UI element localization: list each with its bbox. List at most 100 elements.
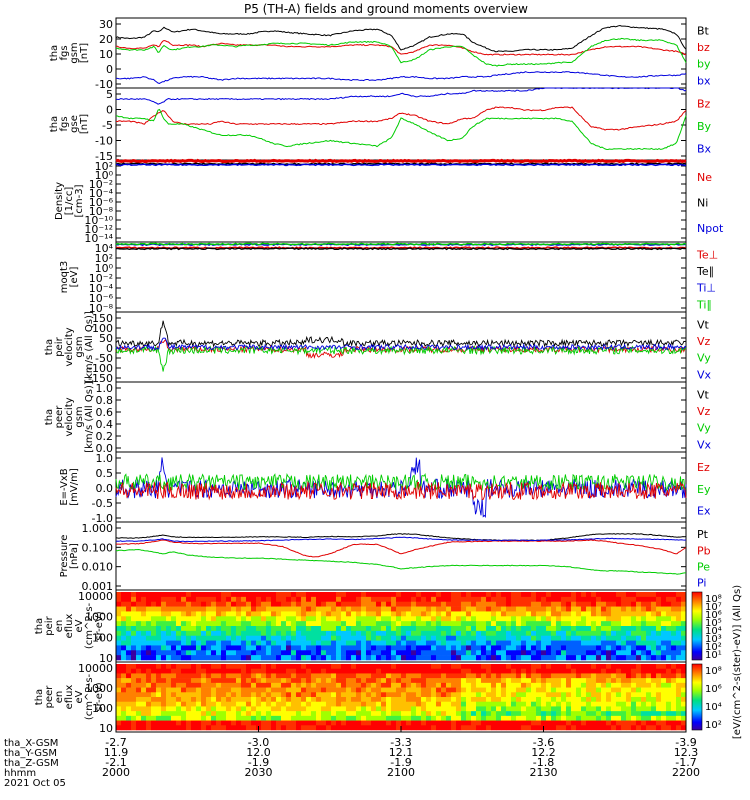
series-By: [115, 108, 687, 151]
heatmap-cell: [276, 687, 282, 693]
heatmap-cell: [191, 611, 197, 617]
heatmap-cell: [486, 621, 492, 627]
heatmap-cell: [301, 682, 307, 688]
heatmap-cell: [291, 668, 297, 674]
heatmap-cell: [526, 611, 532, 617]
heatmap-cell: [546, 673, 552, 679]
heatmap-cell: [276, 673, 282, 679]
heatmap-cell: [236, 701, 242, 707]
heatmap-cell: [231, 701, 237, 707]
heatmap-cell: [391, 706, 397, 712]
ylabel-line: gsm: [69, 42, 80, 63]
heatmap-cell: [226, 650, 232, 656]
heatmap-cell: [236, 720, 242, 726]
heatmap-cell: [161, 664, 167, 670]
heatmap-cell: [431, 616, 437, 622]
heatmap-cell: [636, 668, 642, 674]
heatmap-cell: [146, 678, 152, 684]
heatmap-cell: [256, 706, 262, 712]
heatmap-cell: [611, 715, 617, 721]
heatmap-cell: [676, 715, 682, 721]
heatmap-cell: [321, 592, 327, 598]
heatmap-cell: [306, 630, 312, 637]
heatmap-cell: [151, 601, 157, 607]
heatmap-cell: [151, 611, 157, 617]
heatmap-cell: [386, 692, 392, 698]
heatmap-cell: [406, 668, 412, 674]
heatmap-cell: [541, 673, 547, 679]
heatmap-cell: [476, 706, 482, 712]
heatmap-cell: [176, 682, 182, 688]
heatmap-cell: [501, 601, 507, 607]
heatmap-cell: [621, 621, 627, 627]
heatmap-cell: [201, 621, 207, 627]
heatmap-cell: [306, 687, 312, 693]
heatmap-cell: [521, 606, 527, 612]
xaxis-value: -2.7: [105, 736, 126, 749]
heatmap-cell: [206, 725, 212, 731]
heatmap-cell: [566, 611, 572, 617]
heatmap-cell: [456, 673, 462, 679]
heatmap-cell: [151, 682, 157, 688]
heatmap-cell: [181, 655, 187, 661]
heatmap-cell: [311, 621, 317, 627]
heatmap-cell: [301, 664, 307, 670]
heatmap-cell: [276, 715, 282, 721]
heatmap-cell: [561, 715, 567, 721]
heatmap-cell: [481, 706, 487, 712]
heatmap-cell: [656, 626, 662, 632]
heatmap-cell: [446, 645, 452, 651]
heatmap-cell: [211, 596, 217, 603]
heatmap-cell: [256, 715, 262, 721]
heatmap-cell: [501, 706, 507, 712]
heatmap-cell: [411, 673, 417, 679]
heatmap-cell: [556, 687, 562, 693]
heatmap-cell: [551, 673, 557, 679]
heatmap-cell: [196, 692, 202, 698]
heatmap-cell: [206, 720, 212, 726]
heatmap-cell: [586, 621, 592, 627]
heatmap-cell: [121, 701, 127, 707]
heatmap-cell: [651, 650, 657, 656]
heatmap-cell: [226, 668, 232, 674]
heatmap-cell: [586, 664, 592, 670]
heatmap-cell: [381, 596, 387, 603]
heatmap-cell: [461, 687, 467, 693]
heatmap-cell: [121, 596, 127, 603]
heatmap-cell: [546, 715, 552, 721]
heatmap-cell: [591, 621, 597, 627]
heatmap-cell: [361, 592, 367, 598]
heatmap-cell: [216, 682, 222, 688]
heatmap-cell: [216, 650, 222, 656]
heatmap-cell: [581, 678, 587, 684]
heatmap-cell: [286, 697, 292, 703]
heatmap-cell: [341, 630, 347, 637]
heatmap-cell: [576, 692, 582, 698]
heatmap-cell: [541, 711, 547, 717]
heatmap-cell: [451, 616, 457, 622]
heatmap-cell: [381, 668, 387, 674]
heatmap-cell: [606, 645, 612, 651]
heatmap-cell: [486, 692, 492, 698]
heatmap-cell: [341, 606, 347, 612]
heatmap-cell: [471, 715, 477, 721]
heatmap-cell: [126, 673, 132, 679]
heatmap-cell: [546, 687, 552, 693]
heatmap-cell: [131, 635, 137, 641]
panel-fgs_gse: [115, 87, 687, 161]
heatmap-cell: [496, 611, 502, 617]
heatmap-cell: [561, 635, 567, 641]
ylabel-line: tha: [44, 339, 55, 355]
heatmap-cell: [636, 611, 642, 617]
heatmap-cell: [506, 635, 512, 641]
heatmap-cell: [416, 601, 422, 607]
heatmap-cell: [586, 616, 592, 622]
heatmap-cell: [266, 711, 272, 717]
heatmap-cell: [486, 601, 492, 607]
heatmap-cell: [426, 678, 432, 684]
heatmap-cell: [586, 692, 592, 698]
heatmap-cell: [356, 697, 362, 703]
heatmap-cell: [296, 697, 302, 703]
heatmap-cell: [541, 664, 547, 670]
